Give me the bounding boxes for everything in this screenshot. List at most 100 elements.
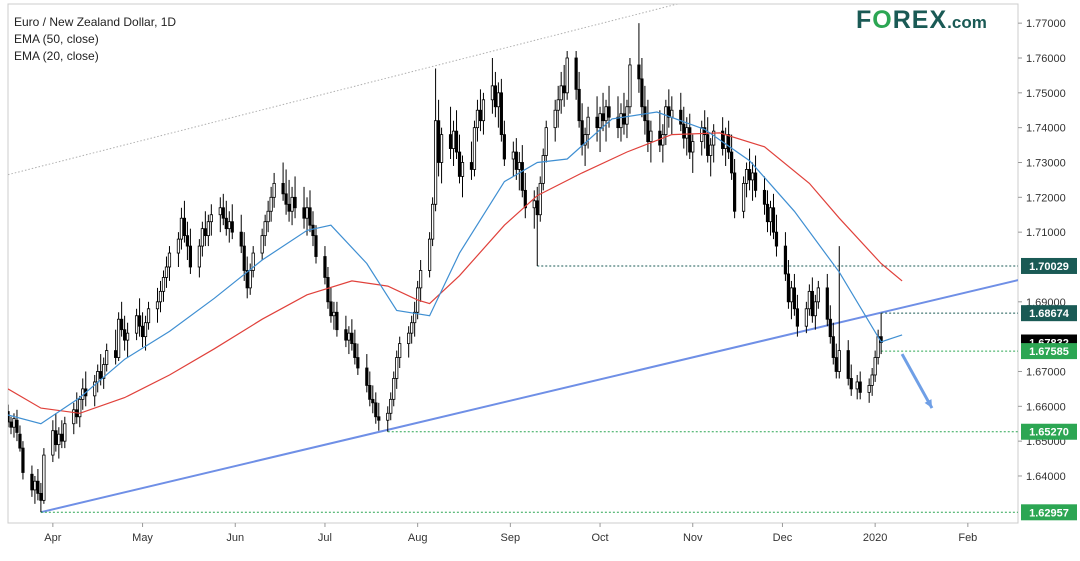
x-tick-label: Feb	[958, 532, 977, 544]
candle-body	[493, 85, 497, 108]
candle-body	[813, 301, 817, 317]
ema50-legend: EMA (50, close)	[14, 32, 99, 46]
candle-body	[176, 238, 181, 254]
candle-body	[269, 196, 273, 212]
candle-body	[765, 203, 770, 223]
candle-body	[703, 127, 707, 136]
candle-body	[326, 277, 330, 303]
candle-body	[724, 134, 728, 149]
candle-body	[750, 172, 755, 181]
candle-body	[804, 308, 808, 327]
candle-body	[870, 374, 874, 386]
candle-body	[290, 196, 294, 212]
candle-body	[419, 270, 423, 289]
y-tick-label: 1.77000	[1026, 18, 1066, 30]
candle-body	[227, 221, 231, 230]
candle-body	[867, 385, 871, 393]
candle-body	[712, 130, 716, 146]
candle-body	[520, 162, 524, 191]
candle-body	[221, 207, 225, 219]
x-tick-label: Jul	[318, 532, 332, 544]
candle-body	[448, 134, 453, 149]
candle-body	[413, 311, 417, 324]
candle-body	[873, 357, 877, 376]
candle-body	[664, 106, 668, 136]
candle-body	[42, 454, 46, 501]
trendline-support	[40, 279, 1018, 514]
candle-body	[197, 245, 201, 268]
x-tick-label: Nov	[683, 532, 703, 544]
candle-body	[272, 182, 276, 198]
candle-body	[762, 189, 767, 205]
candle-body	[685, 127, 689, 139]
x-tick-label: Sep	[501, 532, 521, 544]
candle-body	[332, 311, 336, 317]
candle-body	[12, 418, 16, 428]
candle-body	[511, 151, 515, 160]
logo-letters-rex: REX	[892, 6, 948, 34]
price-label-1.67585: 1.67585	[1029, 346, 1069, 358]
candle-body	[200, 228, 204, 247]
y-tick-label: 1.71000	[1026, 227, 1066, 239]
candle-body	[580, 120, 584, 146]
candle-body	[33, 480, 37, 491]
candle-body	[598, 113, 602, 129]
candle-body	[114, 350, 118, 358]
candle-body	[583, 134, 587, 146]
candle-body	[774, 231, 779, 247]
candle-body	[667, 106, 671, 118]
trendline-channel-top	[8, 4, 680, 176]
candle-body	[9, 421, 13, 428]
candle-body	[395, 357, 399, 379]
candle-body	[649, 130, 653, 142]
candle-body	[475, 109, 480, 129]
x-tick-label: Jun	[226, 532, 244, 544]
candle-body	[622, 113, 626, 125]
candle-body	[179, 217, 184, 240]
candle-body	[266, 210, 270, 223]
price-label-1.65270: 1.65270	[1029, 427, 1069, 439]
candle-body	[374, 402, 378, 418]
x-tick-label: 2020	[863, 532, 887, 544]
candle-body	[499, 92, 503, 136]
candle-body	[478, 109, 483, 122]
candle-body	[807, 290, 811, 310]
candle-body	[428, 238, 432, 271]
x-tick-label: May	[132, 532, 153, 544]
candle-body	[502, 134, 506, 160]
candle-body	[167, 252, 172, 268]
candle-body	[185, 235, 190, 247]
candle-body	[816, 287, 820, 303]
candle-body	[741, 182, 746, 212]
candle-body	[607, 106, 611, 118]
candle-body	[472, 127, 477, 170]
candle-body	[60, 433, 64, 442]
projection-arrow-shaft	[900, 353, 934, 409]
candle-body	[120, 318, 124, 331]
candle-body	[203, 228, 207, 237]
candle-body	[8, 411, 10, 423]
candle-body	[831, 336, 835, 358]
candle-body	[688, 127, 692, 153]
y-tick-label: 1.73000	[1026, 157, 1066, 169]
plot-border	[7, 3, 1019, 524]
candle-body	[577, 88, 581, 122]
candle-body	[637, 64, 641, 80]
candle-body	[260, 235, 264, 254]
candle-body	[661, 134, 665, 146]
candle-body	[281, 182, 285, 195]
candle-body	[792, 287, 797, 310]
candle-body	[365, 367, 369, 386]
candle-body	[78, 398, 82, 418]
candle-body	[640, 78, 644, 108]
candle-body	[245, 270, 249, 289]
candle-body	[15, 419, 19, 433]
candle-body	[733, 172, 737, 212]
candle-body	[96, 371, 100, 383]
y-tick-label: 1.64000	[1026, 471, 1066, 483]
candle-body	[828, 318, 832, 338]
candle-body	[789, 287, 794, 303]
candle-body	[51, 430, 55, 456]
candle-body	[18, 433, 22, 449]
logo-letter-f: F	[856, 6, 873, 34]
